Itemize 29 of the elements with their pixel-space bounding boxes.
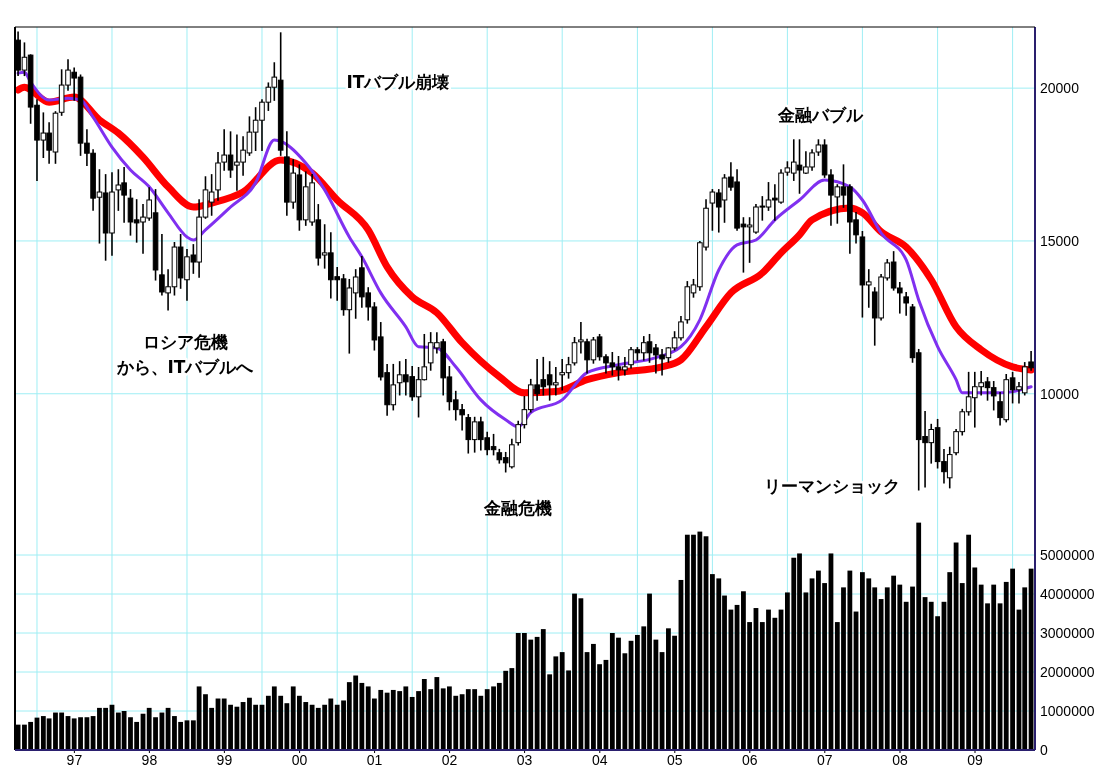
y-tick-label: 1000000	[1040, 702, 1095, 719]
y-tick-label: 4000000	[1040, 585, 1095, 602]
x-tick-label: 02	[441, 752, 458, 768]
x-tick-label: 09	[967, 752, 983, 768]
y-tick-label: 5000000	[1040, 546, 1095, 563]
annotation: 金融危機	[483, 497, 552, 518]
candlestick	[571, 337, 578, 366]
x-tick-label: 06	[742, 752, 758, 768]
x-tick-label: 98	[141, 752, 158, 768]
annotation: ITバブル崩壊	[346, 71, 450, 92]
x-tick-label: 00	[291, 752, 308, 768]
y-tick-label: 20000	[1040, 80, 1080, 97]
y-tick-label: 15000	[1040, 232, 1080, 249]
x-tick-label: 04	[592, 752, 608, 768]
x-tick-label: 07	[817, 752, 833, 768]
x-tick-label: 99	[216, 752, 233, 768]
x-tick-label: 01	[366, 752, 383, 768]
candlestick	[903, 292, 909, 316]
y-tick-label: 2000000	[1040, 663, 1095, 680]
annotation: ロシア危機から、ITバブルへ	[115, 331, 255, 377]
x-tick-label: 03	[516, 752, 533, 768]
x-tick-label: 08	[892, 752, 908, 768]
x-tick-label: 97	[66, 752, 83, 768]
y-tick-label: 0	[1040, 741, 1048, 758]
annotation: リーマンショック	[764, 475, 900, 496]
annotation: 金融バブル	[776, 104, 864, 125]
x-tick-label: 05	[667, 752, 683, 768]
y-tick-label: 10000	[1040, 385, 1080, 402]
y-tick-label: 3000000	[1040, 624, 1095, 641]
